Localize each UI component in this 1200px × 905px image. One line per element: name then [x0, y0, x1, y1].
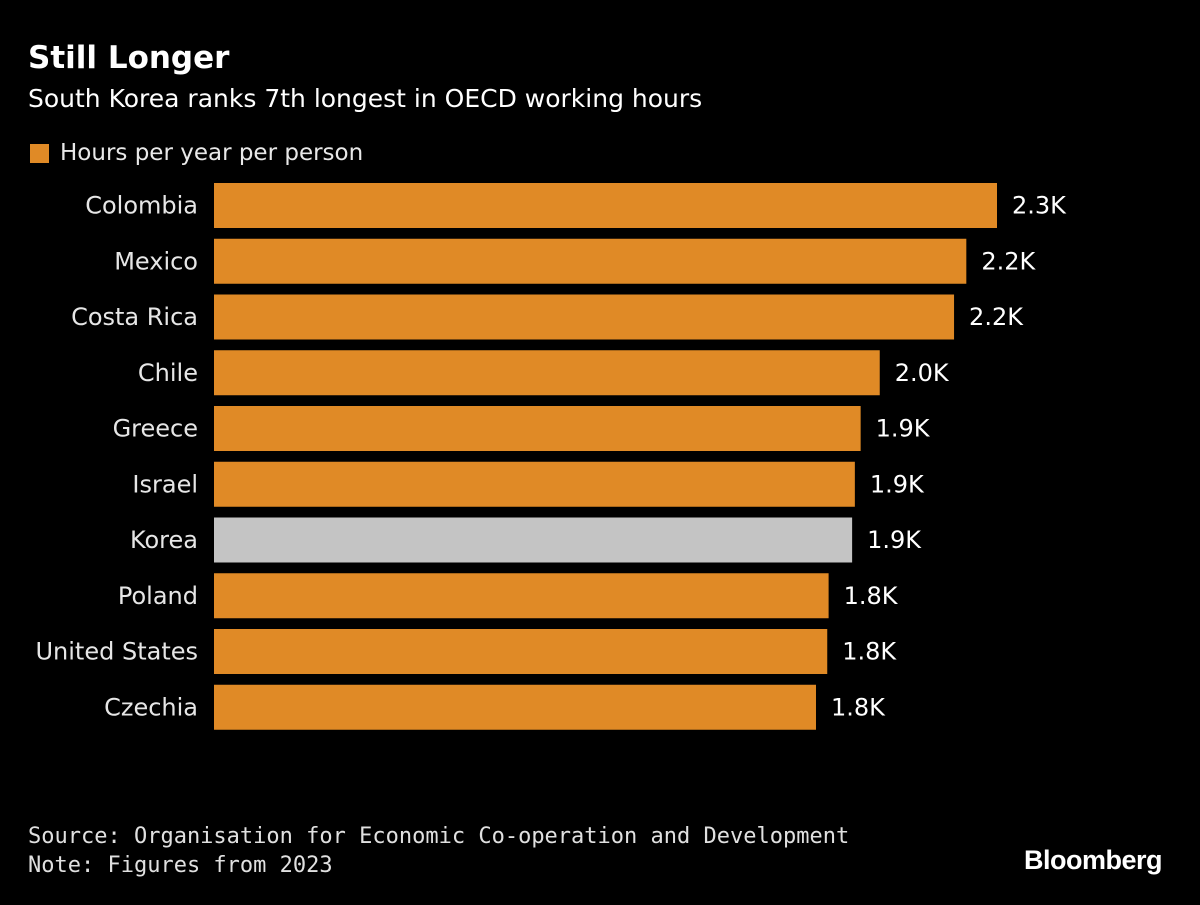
category-label-israel: Israel — [132, 470, 198, 498]
chart-subtitle: South Korea ranks 7th longest in OECD wo… — [28, 84, 703, 113]
bar-costa-rica — [214, 294, 955, 340]
legend-swatch — [30, 143, 49, 163]
value-label-costa-rica: 2.2K — [969, 303, 1024, 331]
category-label-mexico: Mexico — [114, 247, 198, 275]
figures-note: Note: Figures from 2023 — [28, 853, 333, 878]
category-label-united-states: United States — [35, 638, 198, 666]
legend: Hours per year per person — [30, 137, 363, 169]
bar-united-states — [214, 629, 828, 674]
category-label-czechia: Czechia — [104, 693, 198, 721]
category-label-costa-rica: Costa Rica — [71, 303, 198, 331]
bar-israel — [214, 461, 855, 507]
bar-korea — [214, 517, 853, 563]
bars-group — [214, 183, 997, 730]
value-label-chile: 2.0K — [895, 359, 950, 387]
legend-label: Hours per year per person — [60, 140, 364, 166]
value-label-israel: 1.9K — [870, 470, 925, 498]
bar-czechia — [214, 684, 816, 730]
bar-poland — [214, 573, 829, 619]
source-note: Source: Organisation for Economic Co-ope… — [28, 824, 850, 849]
value-labels: 2.3K 2.2K 2.2K 2.0K 1.9K 1.9K 1.9K 1.8K 1.8K 1.8K — [831, 192, 1067, 722]
value-label-greece: 1.9K — [876, 415, 931, 443]
value-label-czechia: 1.8K — [831, 693, 886, 721]
bloomberg-logo: Bloomberg — [1023, 845, 1163, 875]
value-label-united-states: 1.8K — [842, 638, 897, 666]
category-label-chile: Chile — [138, 359, 198, 387]
value-label-mexico: 2.2K — [981, 247, 1036, 275]
category-label-poland: Poland — [118, 582, 198, 610]
bar-mexico — [214, 238, 967, 284]
bar-chile — [214, 350, 880, 396]
chart-title: Still Longer — [28, 40, 230, 76]
value-label-korea: 1.9K — [867, 526, 922, 554]
value-label-poland: 1.8K — [844, 582, 899, 610]
value-label-colombia: 2.3K — [1012, 192, 1067, 220]
bar-colombia — [214, 183, 997, 228]
category-label-korea: Korea — [130, 526, 198, 554]
bar-greece — [214, 406, 861, 451]
bar-chart: Colombia Mexico Costa Rica Chile Greece Israe… — [35, 183, 1067, 730]
category-label-greece: Greece — [113, 415, 198, 443]
category-label-colombia: Colombia — [85, 192, 198, 220]
category-labels: Colombia Mexico Costa Rica Chile Greece Israe… — [35, 192, 198, 722]
